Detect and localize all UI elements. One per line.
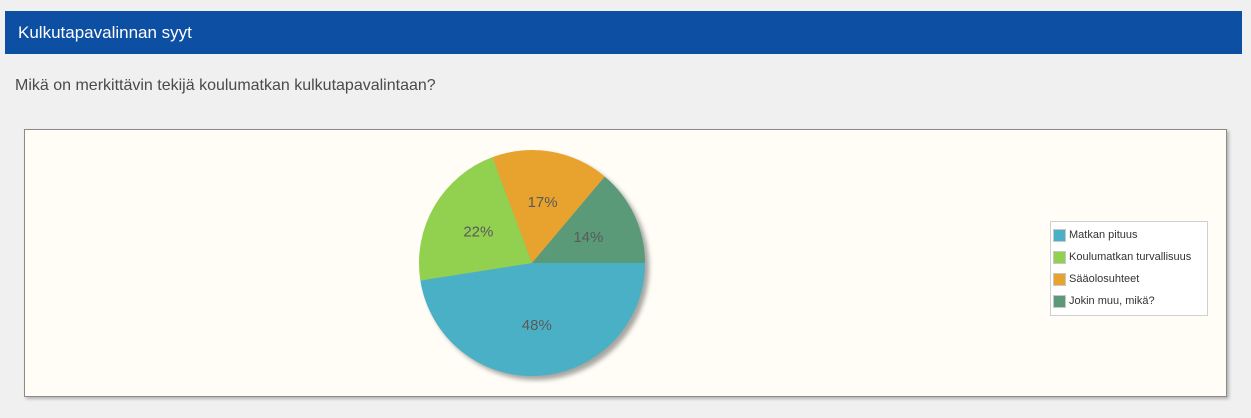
chart-legend: Matkan pituus Koulumatkan turvallisuus Sää… xyxy=(1050,221,1208,316)
legend-swatch xyxy=(1053,294,1066,308)
legend-item: Jokin muu, mikä? xyxy=(1053,290,1205,312)
legend-label: Sääolosuhteet xyxy=(1069,273,1140,285)
slice-matkan-pituus[interactable] xyxy=(420,263,645,377)
chart-container: 48% 22% 17% 14% Matkan pituus Koulumatkan tu… xyxy=(24,129,1227,397)
legend-swatch xyxy=(1053,272,1066,286)
slice-saaolosuhteet[interactable] xyxy=(492,150,605,263)
slice-label: 48% xyxy=(522,317,552,334)
legend-label: Koulumatkan turvallisuus xyxy=(1069,251,1192,263)
legend-label: Jokin muu, mikä? xyxy=(1069,295,1155,307)
legend-item: Matkan pituus xyxy=(1053,224,1205,246)
question-text: Mikä on merkittävin tekijä koulumatkan k… xyxy=(15,77,436,94)
slice-label: 17% xyxy=(528,194,558,211)
legend-item: Koulumatkan turvallisuus xyxy=(1053,246,1205,268)
slice-label: 14% xyxy=(573,229,603,246)
legend-swatch xyxy=(1053,228,1066,242)
pie-chart: 48% 22% 17% 14% xyxy=(419,150,649,380)
section-header: Kulkutapavalinnan syyt xyxy=(5,11,1242,54)
legend-item: Sääolosuhteet xyxy=(1053,268,1205,290)
slice-koulumatkan-turvallisuus[interactable] xyxy=(419,157,532,281)
slice-label: 22% xyxy=(463,224,493,241)
slice-jokin-muu[interactable] xyxy=(532,176,645,263)
legend-swatch xyxy=(1053,250,1066,264)
legend-label: Matkan pituus xyxy=(1069,229,1138,241)
